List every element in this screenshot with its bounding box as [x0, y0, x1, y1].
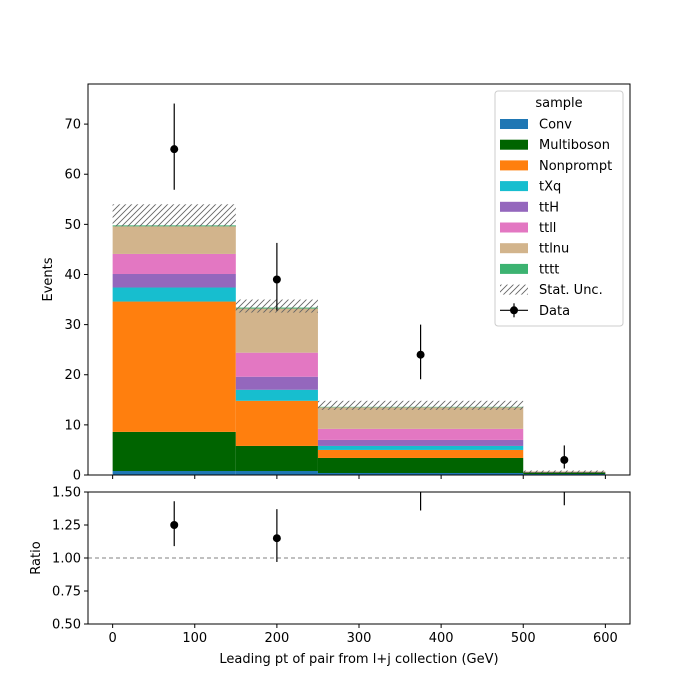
legend-swatch-stat-unc	[500, 284, 528, 295]
bar-conv-bin-2	[317, 472, 524, 475]
bar-ttlnu-bin-1	[235, 308, 318, 353]
main-x-ticks	[112, 475, 606, 479]
ratio-x-ticks: 0 100 200 300 400 500 600	[108, 624, 618, 646]
x-tick-label-300: 300	[347, 631, 372, 646]
data-points	[170, 103, 569, 469]
legend: sample Conv Multiboson Nonprompt tXq ttH ttll…	[494, 90, 624, 327]
main-y-tick-label-60: 60	[64, 168, 81, 183]
legend-swatch-tth	[500, 201, 528, 212]
x-axis-label: Leading pt of pair from l+j collection (…	[219, 652, 498, 667]
ratio-y-tick-label-1.50: 1.50	[52, 486, 81, 501]
ratio-points	[170, 492, 565, 562]
data-point-3	[560, 455, 569, 464]
bar-txq-bin-1	[235, 389, 318, 401]
legend-label-multiboson: Multiboson	[539, 138, 610, 153]
legend-label-conv: Conv	[539, 118, 572, 133]
ratio-y-tick-label-1.00: 1.00	[52, 552, 81, 567]
y-axis-label: Events	[41, 257, 56, 301]
ratio-point-1	[272, 534, 281, 543]
bar-ttlnu-bin-0	[112, 226, 236, 254]
main-y-ticks: 0 10 20 30 40 50 60 70	[64, 118, 88, 484]
x-tick-label-0: 0	[108, 631, 116, 646]
stat-unc-band-bin-2	[317, 400, 524, 410]
legend-label-stat-unc: Stat. Unc.	[539, 283, 603, 298]
main-y-tick-label-50: 50	[64, 218, 81, 233]
bar-multiboson-bin-0	[112, 431, 236, 471]
legend-swatch-conv	[500, 119, 528, 129]
legend-label-txq: tXq	[539, 180, 561, 195]
main-y-tick-label-70: 70	[64, 118, 81, 133]
bar-conv-bin-0	[112, 470, 236, 475]
legend-title: sample	[535, 96, 582, 111]
data-point-1	[272, 275, 281, 284]
legend-label-tttt: tttt	[539, 262, 559, 277]
x-tick-label-600: 600	[593, 631, 618, 646]
ratio-y-axis-label: Ratio	[29, 541, 44, 574]
legend-swatch-ttll	[500, 222, 528, 233]
bar-nonprompt-bin-0	[112, 301, 236, 432]
legend-label-nonprompt: Nonprompt	[539, 159, 612, 174]
bar-multiboson-bin-3	[523, 472, 606, 474]
main-y-tick-label-10: 10	[64, 418, 81, 433]
legend-swatch-nonprompt	[500, 160, 528, 171]
bar-multiboson-bin-1	[235, 445, 318, 471]
bar-nonprompt-bin-2	[317, 449, 524, 458]
legend-label-ttll: ttll	[539, 221, 556, 236]
ratio-y-tick-label-0.75: 0.75	[52, 585, 81, 600]
bar-multiboson-bin-2	[317, 457, 524, 473]
main-y-tick-label-30: 30	[64, 318, 81, 333]
x-tick-label-100: 100	[182, 631, 207, 646]
bar-txq-bin-0	[112, 287, 236, 302]
legend-swatch-tttt	[500, 263, 528, 274]
bar-ttlnu-bin-2	[317, 407, 524, 429]
legend-swatch-ttlnu	[500, 243, 528, 254]
bar-ttll-bin-2	[317, 428, 524, 440]
main-y-tick-label-40: 40	[64, 268, 81, 283]
legend-label-data: Data	[539, 304, 570, 319]
x-tick-label-400: 400	[429, 631, 454, 646]
main-y-tick-label-0: 0	[73, 469, 81, 484]
bar-txq-bin-2	[317, 445, 524, 450]
ratio-point-0	[170, 521, 179, 529]
legend-label-ttlnu: ttlnu	[539, 242, 569, 257]
legend-data-marker	[510, 306, 518, 315]
ratio-y-ticks: 0.50 0.75 1.00 1.25 1.50	[52, 486, 88, 633]
bar-conv-bin-1	[235, 470, 318, 475]
bar-tth-bin-0	[112, 273, 236, 288]
data-point-0	[170, 145, 179, 154]
stat-unc-band-bin-3	[523, 470, 606, 473]
ratio-y-tick-label-0.50: 0.50	[52, 618, 81, 633]
data-point-2	[416, 350, 425, 359]
x-tick-label-200: 200	[264, 631, 289, 646]
bar-ttll-bin-0	[112, 253, 236, 274]
ratio-axes-frame	[87, 491, 631, 625]
stat-unc-band-bin-0	[112, 204, 236, 227]
bar-conv-bin-3	[523, 473, 606, 475]
main-y-tick-label-20: 20	[64, 368, 81, 383]
bar-tth-bin-2	[317, 439, 524, 446]
ratio-y-tick-label-1.25: 1.25	[52, 519, 81, 534]
x-tick-label-500: 500	[511, 631, 536, 646]
bar-nonprompt-bin-1	[235, 400, 318, 446]
legend-swatch-txq	[500, 181, 528, 192]
stacked-bars	[112, 225, 606, 475]
legend-label-tth: ttH	[539, 200, 559, 215]
legend-swatch-multiboson	[500, 139, 528, 150]
bar-ttll-bin-1	[235, 352, 318, 377]
bar-tth-bin-1	[235, 376, 318, 390]
